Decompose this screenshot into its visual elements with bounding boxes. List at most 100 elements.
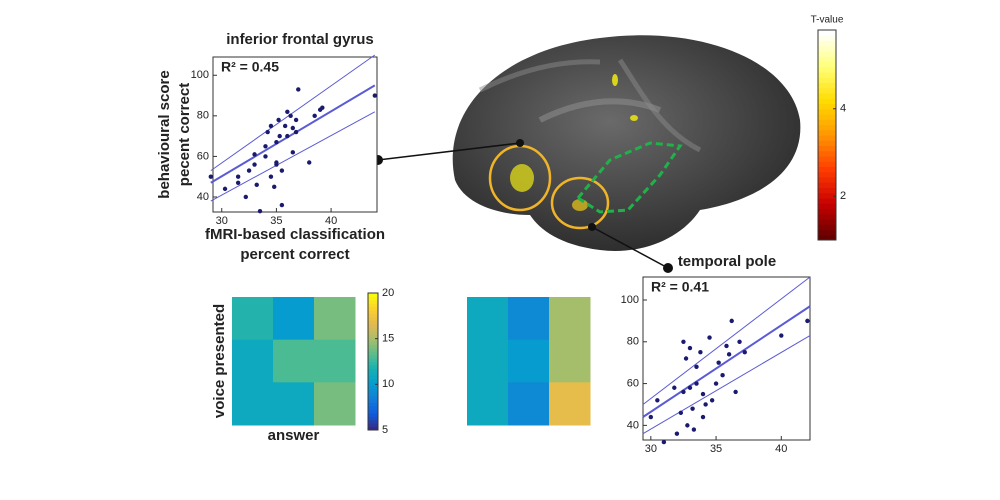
point — [678, 410, 684, 416]
x-axis-label: answer — [268, 427, 320, 444]
colorbar-segment — [818, 150, 836, 157]
colorbar-segment — [818, 56, 836, 62]
colorbar-segment — [818, 129, 836, 136]
colorbar-frame — [367, 292, 379, 431]
colorbar-segment — [368, 382, 378, 386]
fit-line — [210, 84, 376, 184]
colorbar-segment — [368, 337, 378, 342]
point — [674, 431, 680, 436]
colorbar-segment — [368, 395, 378, 400]
colorbar-segment — [368, 419, 378, 424]
colorbar-segment — [818, 119, 836, 125]
heatmap-cell — [232, 339, 274, 383]
colorbar-segment — [368, 402, 378, 407]
colorbar-segment — [818, 177, 836, 183]
colorbar-segment — [368, 412, 378, 417]
annotation: R² = 0.41 — [651, 279, 709, 295]
colorbar-segment — [818, 213, 836, 220]
colorbar-segment — [368, 358, 378, 362]
colorbar-segment — [368, 344, 378, 349]
point — [716, 360, 721, 365]
colorbar-segment — [368, 320, 378, 325]
colorbar-segment — [368, 364, 378, 369]
point — [683, 356, 689, 361]
heatmap-cell — [314, 382, 356, 426]
y-tick-label: 80 — [197, 110, 209, 122]
point — [700, 414, 706, 420]
colorbar-segment — [368, 378, 378, 383]
point — [779, 333, 784, 338]
colorbar-segment — [818, 145, 836, 152]
heatmap-cell — [314, 339, 356, 383]
heatmap-cell — [314, 297, 356, 341]
colorbar-segment — [818, 61, 836, 68]
point — [268, 123, 274, 129]
point — [681, 339, 686, 344]
point — [235, 174, 241, 179]
colorbar-segment — [818, 87, 836, 94]
point — [277, 133, 282, 139]
ci-line — [210, 54, 376, 172]
colorbar-segment — [818, 156, 836, 162]
y-tick-label: 60 — [627, 377, 639, 389]
point — [729, 318, 734, 324]
colorbar-segment — [368, 327, 378, 332]
point — [320, 105, 325, 110]
colorbar-segment — [368, 310, 378, 315]
colorbar-segment — [818, 108, 836, 115]
y-axis-label: pecent correct — [176, 83, 193, 186]
heatmap-cell — [273, 297, 315, 341]
y-tick-label: 80 — [627, 336, 639, 348]
ci-line — [642, 276, 811, 405]
point — [694, 381, 699, 386]
plot-area — [642, 276, 811, 441]
point — [713, 381, 719, 386]
x-axis-label: percent correct — [240, 246, 349, 263]
heatmap-cell — [232, 382, 274, 426]
chart-title: inferior frontal gyrus — [226, 31, 374, 48]
annotation: R² = 0.45 — [221, 59, 279, 75]
heatmap-cell — [232, 297, 274, 341]
point — [312, 113, 317, 119]
y-axis-label: voice presented — [211, 304, 228, 418]
point — [276, 117, 281, 123]
point — [279, 202, 285, 208]
colorbar-tick-label: 5 — [382, 424, 388, 436]
point — [707, 335, 712, 340]
colorbar-segment — [818, 182, 836, 188]
point — [726, 352, 732, 357]
point — [263, 154, 268, 159]
colorbar-segment — [818, 93, 836, 99]
x-tick-label: 40 — [775, 443, 787, 455]
point — [288, 113, 293, 119]
colorbar-segment — [368, 293, 378, 297]
point — [290, 150, 296, 155]
colorbar-segment — [818, 171, 836, 178]
colorbar-segment — [818, 166, 836, 173]
colorbar-tick-label: 10 — [382, 378, 394, 390]
x-axis-label: fMRI-based classification — [205, 226, 385, 243]
colorbar-segment — [368, 416, 378, 421]
heatmap-cell — [273, 339, 315, 383]
point — [687, 385, 693, 390]
point — [235, 180, 241, 185]
point — [681, 389, 686, 395]
point — [685, 423, 690, 428]
point — [698, 350, 703, 355]
colorbar-segment — [368, 296, 378, 301]
heatmap-cell — [549, 297, 591, 341]
point — [687, 345, 693, 351]
heatmap-cell — [508, 382, 550, 426]
point — [285, 133, 290, 139]
point — [672, 385, 677, 390]
colorbar-segment — [368, 388, 378, 393]
colorbar-segment — [368, 354, 378, 359]
point — [720, 373, 725, 378]
colorbar-segment — [818, 114, 836, 120]
colorbar-segment — [368, 409, 378, 414]
colorbar-segment — [368, 406, 378, 410]
y-tick-label: 100 — [621, 294, 639, 306]
colorbar-segment — [818, 82, 836, 89]
point — [307, 160, 312, 165]
colorbar-segment — [368, 351, 378, 356]
